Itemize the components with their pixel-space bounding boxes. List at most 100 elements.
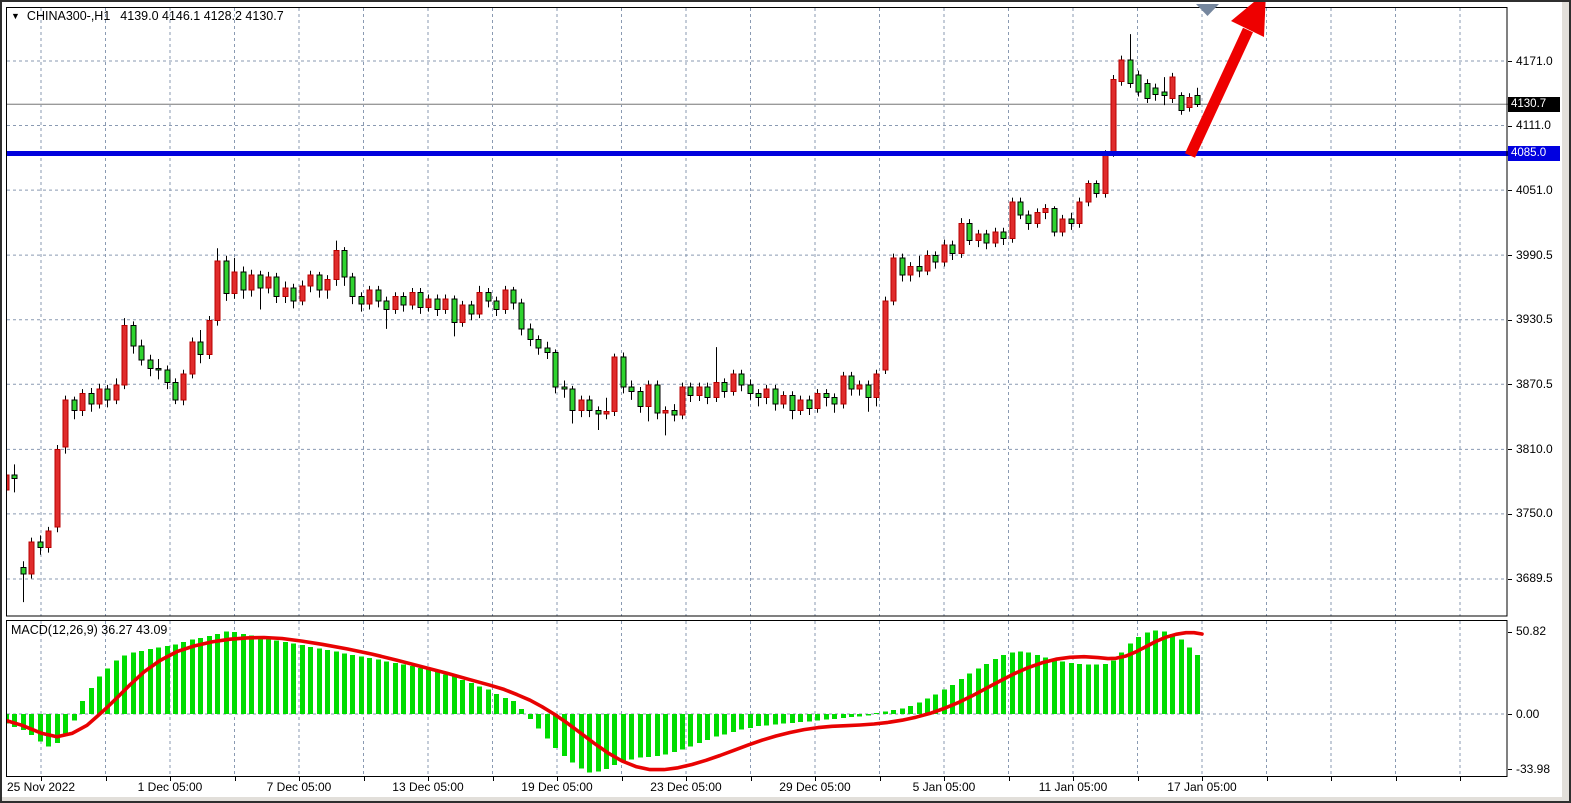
time-axis-label: 29 Dec 05:00	[779, 780, 851, 794]
time-axis-label: 1 Dec 05:00	[137, 780, 203, 794]
candle-down	[949, 244, 956, 255]
macd-histogram-bar	[477, 686, 482, 714]
macd-axis-label: -33.98	[1516, 761, 1551, 776]
candle-down	[1025, 214, 1032, 224]
time-scale-axis[interactable]: 25 Nov 2022 1 Dec 05:00 7 Dec 05:00 13 Dec …	[2, 777, 1569, 797]
time-axis-tick	[299, 777, 300, 781]
price-scale-axis[interactable]: 4171.0 4111.0 4051.0 3990.5 3930.5 3870.5 3810…	[1508, 2, 1569, 797]
candle-up	[840, 375, 847, 405]
macd-histogram-bar	[925, 698, 930, 714]
candle-down	[552, 352, 559, 388]
price-axis-label: 3930.5	[1516, 312, 1553, 327]
price-chart-pane[interactable]	[6, 7, 1508, 617]
macd-histogram-bar	[418, 667, 423, 714]
candle-down	[451, 298, 458, 323]
macd-histogram-bar	[1179, 639, 1184, 714]
price-axis-label: 3990.5	[1516, 247, 1553, 262]
axis-tick	[1508, 513, 1512, 515]
macd-histogram-bar	[841, 714, 846, 719]
macd-histogram-bar	[950, 684, 955, 714]
candle-down	[273, 276, 280, 298]
macd-histogram-bar	[367, 658, 372, 714]
macd-histogram-bar	[1001, 654, 1006, 714]
macd-histogram-bar	[469, 683, 474, 714]
macd-histogram-bar	[435, 671, 440, 714]
macd-histogram-bar	[1069, 662, 1074, 714]
candle-down	[138, 345, 145, 361]
macd-histogram-bar	[866, 714, 871, 716]
time-axis-tick	[686, 777, 687, 781]
candle-down	[1178, 94, 1185, 111]
candle-up	[62, 399, 69, 448]
macd-histogram-bar	[849, 714, 854, 718]
symbol-dropdown-icon[interactable]: ▼	[11, 11, 20, 21]
candle-down	[358, 296, 365, 305]
candle-up	[214, 260, 221, 321]
axis-tick	[1508, 125, 1512, 127]
price-pane-border	[6, 7, 1508, 617]
candle-down	[586, 399, 593, 412]
macd-histogram-bar	[207, 636, 212, 714]
macd-pane-border	[6, 620, 1508, 777]
macd-histogram-bar	[655, 714, 660, 757]
macd-histogram-bar	[300, 645, 305, 714]
macd-histogram-bar	[1077, 663, 1082, 714]
candle-down	[916, 265, 923, 272]
candle-down	[510, 289, 517, 304]
macd-histogram-bar	[232, 632, 237, 714]
macd-histogram-bar	[1170, 633, 1175, 714]
candle-down	[789, 395, 796, 412]
candle-up	[231, 271, 238, 294]
macd-histogram-bar	[993, 658, 998, 714]
macd-histogram-bar	[1187, 647, 1192, 714]
candle-up	[941, 244, 948, 263]
macd-histogram-bar	[688, 714, 693, 747]
macd-histogram-bar	[959, 679, 964, 714]
macd-histogram-bar	[12, 714, 17, 727]
candle-up	[611, 356, 618, 413]
macd-histogram-bar	[798, 714, 803, 723]
candle-down	[316, 274, 323, 291]
macd-histogram-bar	[274, 640, 279, 714]
candle-up	[958, 222, 965, 255]
time-axis-tick	[492, 777, 494, 781]
candle-down	[899, 257, 906, 276]
macd-histogram-bar	[46, 714, 51, 747]
macd-histogram-bar	[697, 714, 702, 744]
candle-down	[628, 386, 635, 392]
time-axis-tick	[1137, 777, 1139, 781]
bid-price-tag: 4130.7	[1508, 97, 1560, 113]
macd-histogram-bar	[105, 668, 110, 714]
macd-histogram-bar	[536, 714, 541, 729]
candle-up	[425, 298, 432, 308]
ohlc-values: 4139.0 4146.1 4128.2 4130.7	[120, 9, 284, 23]
candle-down	[687, 386, 694, 397]
macd-histogram-bar	[1195, 655, 1200, 714]
macd-histogram-bar	[773, 714, 778, 725]
macd-histogram-bar	[486, 689, 491, 714]
price-axis-label: 3810.0	[1516, 441, 1553, 456]
macd-indicator-pane[interactable]	[6, 620, 1508, 777]
candle-up	[1186, 97, 1193, 108]
macd-histogram-bar	[570, 714, 575, 763]
candle-down	[383, 300, 390, 311]
macd-histogram-bar	[443, 674, 448, 714]
macd-histogram-bar	[1103, 663, 1108, 714]
macd-histogram-bar	[857, 714, 862, 717]
macd-histogram-bar	[781, 714, 786, 724]
candle-down	[88, 392, 95, 405]
time-axis-tick	[1266, 777, 1268, 781]
macd-histogram-bar	[790, 714, 795, 723]
macd-histogram-bar	[638, 714, 643, 758]
axis-tick	[1508, 319, 1512, 321]
time-axis-label: 25 Nov 2022	[7, 780, 76, 794]
macd-histogram-bar	[156, 647, 161, 714]
time-axis-tick	[105, 777, 107, 781]
macd-histogram-bar	[350, 654, 355, 714]
time-axis-tick	[363, 777, 365, 781]
macd-histogram-bar	[266, 638, 271, 714]
candle-up	[578, 399, 585, 412]
macd-histogram-bar	[72, 714, 77, 721]
axis-tick	[1508, 769, 1512, 771]
time-axis-tick	[621, 777, 623, 781]
